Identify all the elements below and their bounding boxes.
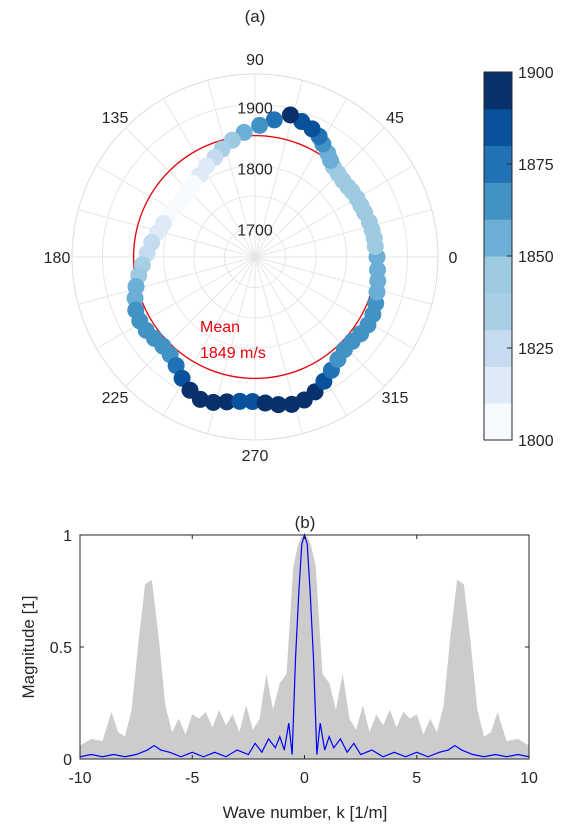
theta-tick-label: 45 [386,110,404,127]
line-axes: -10 -5 0 5 10 0 0.5 1 [50,528,538,787]
polar-spoke [254,256,385,387]
colorbar-segment [484,182,512,220]
colorbar-segment [484,72,512,110]
polar-spoke [125,256,256,387]
polar-spoke [254,256,432,305]
polar-spoke [254,98,347,258]
theta-tick-label: 270 [242,448,269,465]
y-tick-label: 1 [63,528,72,545]
theta-tick-label: 90 [246,52,264,69]
x-tick-label: -5 [185,770,199,787]
colorbar-segment [484,219,512,257]
theta-tick-label: 315 [382,390,409,407]
polar-spoke [207,80,256,258]
theta-tick-label: 0 [449,250,458,267]
polar-spoke [78,209,256,258]
polar-spoke [254,165,414,258]
polar-spoke [163,256,256,416]
r-tick-label: 1800 [237,162,273,179]
theta-tick-label: 225 [102,390,129,407]
polar-point [191,390,209,408]
x-tick-label: 5 [412,770,421,787]
y-axis-label: Magnitude [1] [19,595,38,698]
polar-spoke [96,256,256,349]
r-tick-label: 1900 [237,101,273,118]
mean-annotation-line1: Mean [200,319,240,336]
polar-chart: (a) 0 45 90 135 180 225 270 315 1700 1800 1900 Mea… [44,7,458,465]
colorbar-segment [484,108,512,147]
polar-chart-title: (a) [245,7,266,26]
r-tick-label: 1700 [237,223,273,240]
polar-point [218,393,236,411]
line-chart-title: (b) [295,513,316,532]
x-axis-label: Wave number, k [1/m] [223,803,388,822]
colorbar-tick-label: 1850 [518,249,554,266]
colorbar-tick-label: 1875 [518,157,554,174]
colorbar: 1800 1825 1850 1875 1900 [483,65,554,450]
x-tick-label: 10 [520,770,538,787]
polar-spoke [163,98,256,258]
x-tick-label: -10 [68,770,91,787]
polar-point [269,396,287,414]
polar-point [167,357,185,375]
polar-spoke [254,209,432,258]
polar-point [231,392,249,410]
polar-point [251,116,269,134]
mean-annotation-line2: 1849 m/s [200,345,266,362]
colorbar-tick-label: 1800 [518,433,554,450]
colorbar-segment [484,366,512,404]
polar-point [369,261,387,279]
polar-tick-labels: 0 45 90 135 180 225 270 315 1700 1800 1900 [44,52,458,465]
polar-point [281,106,299,124]
theta-tick-label: 135 [102,110,129,127]
polar-spoke [254,127,385,258]
area-series [80,535,529,759]
polar-spoke [254,256,414,349]
polar-spoke [78,256,256,305]
polar-point [243,393,261,411]
polar-point [265,111,283,129]
colorbar-segment [484,256,512,294]
colorbar-segment [484,403,512,441]
polar-spoke [254,256,347,416]
theta-tick-label: 180 [44,250,71,267]
x-tick-label: 0 [300,770,309,787]
colorbar-tick-label: 1900 [518,65,554,82]
polar-points [126,106,387,414]
y-tick-label: 0.5 [50,640,72,657]
magnitude-area [80,535,529,759]
colorbar-tick-label: 1825 [518,341,554,358]
colorbar-segment [484,292,512,331]
y-tick-label: 0 [63,752,72,769]
polar-point [204,393,222,411]
polar-point [256,394,274,412]
